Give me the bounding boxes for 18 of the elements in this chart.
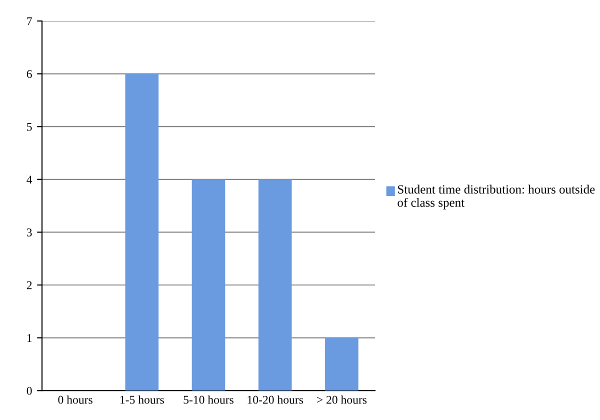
y-tick-label: 6 [26,70,32,78]
y-tick-label: 7 [27,17,32,26]
y-tick-label: 2 [26,281,32,290]
x-tick-label: > 20 hours [317,395,367,404]
x-tick-label: 0 hours [58,395,92,404]
bar [125,74,159,391]
bar [192,179,226,391]
y-tick-label: 0 [26,386,32,395]
x-tick-label: 5-10 hours [184,395,234,404]
y-tick-label: 4 [26,176,32,184]
y-tick-label: 3 [26,228,32,236]
x-tick-label: 10-20 hours [248,395,304,404]
legend-label: Student time distribution: hours outside of class spent [398,184,595,210]
y-tick-label: 1 [27,334,32,342]
x-tick-label: 1-5 hours [120,395,164,404]
y-tick-label: 5 [27,122,32,131]
bar [258,179,292,391]
bar [325,338,358,391]
